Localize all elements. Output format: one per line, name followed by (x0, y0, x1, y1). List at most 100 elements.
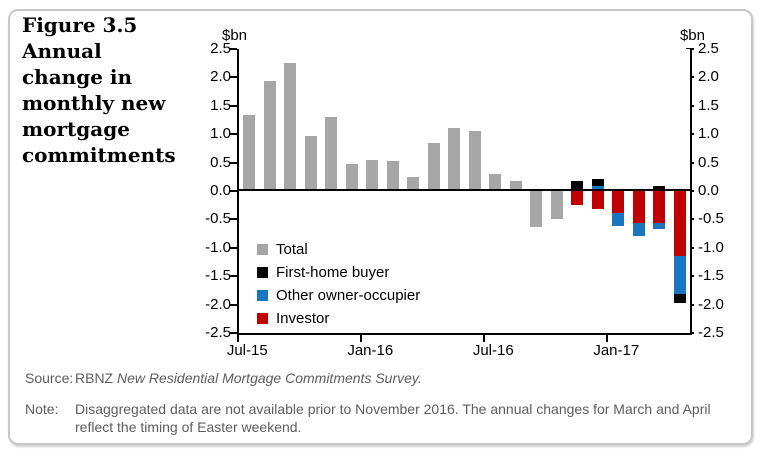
y-tick-mark (230, 218, 237, 221)
y-tick-mark (230, 48, 237, 50)
legend-swatch-icon (257, 290, 268, 301)
x-tick-label: Jul-16 (472, 342, 514, 359)
source-text: RBNZ New Residential Mortgage Commitment… (75, 369, 720, 387)
bar-total-Dec-15 (345, 163, 358, 191)
bar-segment-fhb-Nov-16 (571, 180, 584, 191)
bar-segment-other-Apr-17 (673, 256, 686, 295)
y-tick-label-right: 1.0 (698, 125, 719, 143)
legend-swatch-icon (257, 267, 268, 278)
y-tick-label-right: -1.5 (698, 267, 724, 285)
zero-axis-line (239, 189, 690, 191)
y-tick-label-left: -1.0 (205, 238, 231, 256)
y-tick-label-right: -2.5 (698, 324, 724, 341)
bar-total-Oct-15 (304, 135, 317, 191)
y-tick-label-left: -2.5 (205, 324, 231, 341)
bar-total-Mar-16 (407, 176, 420, 191)
note-label: Note: (25, 401, 59, 417)
y-tick-label-left: 1.0 (210, 125, 231, 143)
footer: Source: RBNZ New Residential Mortgage Co… (25, 369, 725, 449)
figure-title-line: Figure 3.5 (22, 13, 138, 37)
bar-segment-other-Feb-17 (632, 223, 645, 237)
y-tick-mark (230, 104, 237, 107)
bar-segment-investor-Mar-17 (653, 191, 666, 224)
legend-swatch-icon (257, 313, 268, 324)
y-tick-label-left: 0.0 (210, 182, 231, 199)
figure-title-line: commitments (22, 143, 176, 167)
figure-title-line: Annual (22, 39, 102, 63)
y-tick-label-right: 0.0 (698, 182, 719, 199)
x-tick-label: Jul-15 (226, 342, 268, 359)
y-tick-mark (230, 190, 237, 192)
bar-total-Sep-16 (530, 191, 543, 228)
y-tick-label-right: -2.0 (698, 295, 724, 313)
y-tick-label-left: 2.0 (210, 68, 231, 86)
x-tick-mark (606, 335, 608, 342)
y-tick-label-left: 1.5 (210, 96, 231, 114)
bar-total-Jul-16 (489, 173, 502, 191)
legend-label: Other owner-occupier (276, 287, 421, 304)
legend-label: Investor (276, 310, 330, 327)
y-axis-unit-right: $bn (679, 27, 705, 44)
bar-total-Feb-16 (386, 160, 399, 191)
bar-total-Jul-15 (243, 115, 256, 191)
x-tick-mark (360, 335, 362, 342)
y-tick-mark (230, 133, 237, 136)
bar-total-Jun-16 (468, 131, 481, 191)
bar-total-Jan-16 (366, 159, 379, 191)
bar-total-Aug-16 (509, 180, 522, 191)
bar-segment-other-Mar-17 (653, 223, 666, 230)
y-tick-label-right: -0.5 (698, 210, 724, 228)
figure-title-line: change in (22, 65, 133, 89)
legend-item: First-home buyer (257, 261, 420, 284)
figure-title-line: monthly new (22, 91, 166, 115)
y-tick-label-right: -1.0 (698, 238, 724, 256)
bar-total-Aug-15 (263, 81, 276, 191)
bar-segment-other-Jan-17 (612, 213, 625, 226)
bar-segment-fhb-Mar-17 (653, 186, 666, 191)
y-tick-mark (230, 332, 237, 334)
y-tick-label-right: 1.5 (698, 96, 719, 114)
y-tick-mark (230, 303, 237, 306)
bar-total-Apr-16 (427, 143, 440, 191)
y-tick-label-left: 0.5 (210, 153, 231, 171)
bar-segment-investor-Jan-17 (612, 191, 625, 214)
source-survey-name: New Residential Mortgage Commitments Sur… (117, 370, 422, 386)
x-tick-label: Jan-17 (593, 342, 640, 359)
bar-total-Oct-16 (550, 191, 563, 219)
bar-segment-other-Dec-16 (591, 185, 604, 191)
legend-item: Other owner-occupier (257, 284, 420, 307)
legend-swatch-icon (257, 244, 268, 255)
y-axis-unit-left: $bn (222, 27, 248, 44)
y-tick-label-right: 2.0 (698, 68, 719, 86)
figure-title-line: mortgage (22, 117, 130, 141)
source-label: Source: (25, 370, 74, 386)
y-tick-label-left: -1.5 (205, 267, 231, 285)
y-tick-label-right: 2.5 (698, 40, 719, 57)
figure-title: Figure 3.5 Annual change in monthly new mort… (22, 12, 222, 168)
bar-segment-fhb-Dec-16 (591, 178, 604, 186)
bar-total-May-16 (448, 127, 461, 191)
bar-segment-investor-Apr-17 (673, 191, 686, 257)
x-tick-label: Jan-16 (347, 342, 394, 359)
bar-total-Nov-15 (325, 116, 338, 191)
y-tick-label-left: 2.5 (210, 40, 231, 57)
bar-segment-investor-Dec-16 (591, 191, 604, 209)
y-tick-mark (230, 246, 237, 249)
bar-total-Sep-15 (284, 63, 297, 191)
source-row: Source: RBNZ New Residential Mortgage Co… (25, 369, 725, 387)
note-row: Note: Disaggregated data are not availab… (25, 400, 725, 436)
y-tick-label-left: -2.0 (205, 295, 231, 313)
y-tick-mark (230, 275, 237, 278)
y-tick-label-right: 0.5 (698, 153, 719, 171)
source-org: RBNZ (75, 370, 114, 386)
x-tick-mark (237, 335, 239, 342)
y-tick-label-left: -0.5 (205, 210, 231, 228)
y-tick-mark (230, 76, 237, 79)
chart-plot-area (237, 49, 692, 335)
note-text: Disaggregated data are not available pri… (75, 401, 711, 435)
bar-segment-investor-Nov-16 (571, 191, 584, 205)
legend-label: First-home buyer (276, 264, 390, 281)
y-tick-mark (230, 161, 237, 164)
legend-item: Investor (257, 307, 420, 330)
